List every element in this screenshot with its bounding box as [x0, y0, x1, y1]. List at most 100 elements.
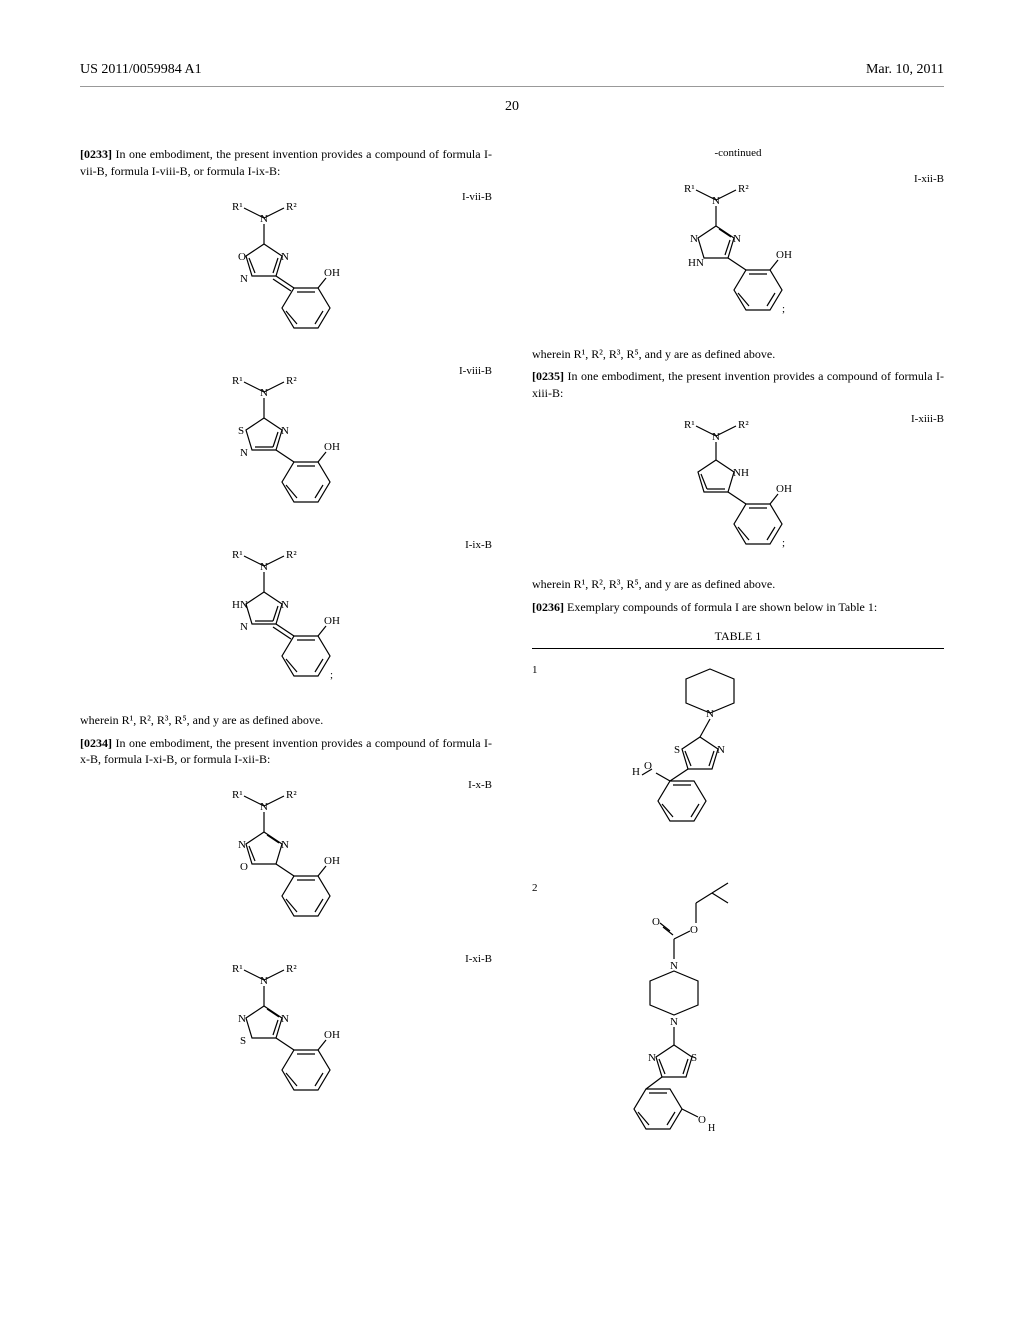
formula-viii-b: I-viii-B R¹ R² N S N N: [80, 364, 492, 524]
svg-text:R²: R²: [286, 375, 297, 387]
svg-text:OH: OH: [324, 615, 340, 627]
svg-text:OH: OH: [776, 249, 792, 261]
para-text: In one embodiment, the present invention…: [80, 736, 492, 767]
svg-text:OH: OH: [324, 267, 340, 279]
svg-text:N: N: [712, 195, 720, 207]
svg-text:N: N: [281, 425, 289, 437]
paragraph-0233: [0233] In one embodiment, the present in…: [80, 146, 492, 180]
formula-vii-b: I-vii-B R¹ R² N O N N: [80, 190, 492, 350]
svg-text:N: N: [281, 1013, 289, 1025]
svg-text:N: N: [240, 447, 248, 459]
svg-text:N: N: [240, 621, 248, 633]
para-text: In one embodiment, the present invention…: [80, 147, 492, 178]
para-number: [0236]: [532, 600, 564, 614]
wherein-clause-3: wherein R¹, R², R³, R⁵, and y are as def…: [532, 576, 944, 593]
svg-text:N: N: [260, 561, 268, 573]
patent-id: US 2011/0059984 A1: [80, 60, 202, 80]
svg-text:R¹: R¹: [232, 549, 243, 561]
svg-text:N: N: [690, 233, 698, 245]
continued-label: -continued: [532, 146, 944, 161]
left-column: [0233] In one embodiment, the present in…: [80, 146, 492, 1212]
svg-text:R¹: R¹: [232, 963, 243, 975]
structure-svg: R¹ R² N N N HN OH ;: [648, 172, 828, 332]
wherein-clause-2: wherein R¹, R², R³, R⁵, and y are as def…: [532, 346, 944, 363]
svg-text:O: O: [238, 251, 246, 263]
structure-svg: R¹ R² N HN N N OH: [196, 538, 376, 698]
svg-text:N: N: [281, 839, 289, 851]
structure-svg: O O N N: [560, 875, 780, 1195]
para-number: [0233]: [80, 147, 112, 161]
structure-svg: R¹ R² N NH OH ;: [648, 412, 828, 562]
formula-label: I-xii-B: [914, 172, 944, 187]
svg-text:O: O: [698, 1114, 706, 1126]
table-row: 2 O O N: [532, 875, 944, 1200]
svg-text:OH: OH: [324, 1029, 340, 1041]
svg-text:R¹: R¹: [232, 789, 243, 801]
table-row: 1 N S N: [532, 657, 944, 862]
structure-svg: R¹ R² N S N N OH: [196, 364, 376, 524]
svg-text:R²: R²: [738, 419, 749, 431]
svg-text:N: N: [670, 1016, 678, 1028]
table-row-index: 2: [532, 875, 560, 896]
table-row-structure: O O N N: [560, 875, 944, 1200]
svg-text:OH: OH: [324, 441, 340, 453]
right-column: -continued I-xii-B R¹ R² N N N HN: [532, 146, 944, 1212]
svg-text:HN: HN: [232, 599, 248, 611]
formula-ix-b: I-ix-B R¹ R² N HN N N: [80, 538, 492, 698]
svg-text:R¹: R¹: [232, 201, 243, 213]
structure-svg: R¹ R² N N N S OH: [196, 952, 376, 1112]
para-text: In one embodiment, the present invention…: [532, 369, 944, 400]
svg-text:OH: OH: [776, 483, 792, 495]
svg-text:N: N: [238, 839, 246, 851]
svg-text:;: ;: [782, 537, 785, 549]
table-title: TABLE 1: [532, 628, 944, 645]
svg-text:S: S: [691, 1052, 697, 1064]
svg-text:R²: R²: [286, 201, 297, 213]
svg-text:N: N: [240, 273, 248, 285]
paragraph-0236: [0236] Exemplary compounds of formula I …: [532, 599, 944, 616]
para-number: [0234]: [80, 736, 112, 750]
svg-text:H: H: [632, 766, 640, 778]
svg-text:R²: R²: [286, 789, 297, 801]
formula-x-b: I-x-B R¹ R² N N N O: [80, 778, 492, 938]
svg-text:N: N: [260, 387, 268, 399]
formula-label: I-xi-B: [465, 952, 492, 967]
table-row-index: 1: [532, 657, 560, 678]
svg-text:N: N: [281, 599, 289, 611]
svg-text:N: N: [717, 744, 725, 756]
svg-text:N: N: [260, 213, 268, 225]
svg-text:OH: OH: [324, 855, 340, 867]
svg-text:N: N: [733, 233, 741, 245]
svg-text:;: ;: [782, 303, 785, 315]
svg-text:N: N: [281, 251, 289, 263]
formula-label: I-x-B: [468, 778, 492, 793]
svg-text:N: N: [260, 801, 268, 813]
formula-xii-b: I-xii-B R¹ R² N N N HN: [532, 172, 944, 332]
wherein-clause-1: wherein R¹, R², R³, R⁵, and y are as def…: [80, 712, 492, 729]
svg-text:N: N: [238, 1013, 246, 1025]
svg-text:N: N: [260, 975, 268, 987]
page-number: 20: [80, 97, 944, 117]
table-rule: [532, 648, 944, 649]
page-header: US 2011/0059984 A1 Mar. 10, 2011: [80, 60, 944, 87]
svg-text:R²: R²: [286, 549, 297, 561]
svg-text:N: N: [712, 431, 720, 443]
structure-svg: R¹ R² N O N N: [196, 190, 376, 350]
svg-text:H: H: [708, 1123, 715, 1134]
svg-text:S: S: [240, 1035, 246, 1047]
svg-text:NH: NH: [733, 467, 749, 479]
formula-xiii-b: I-xiii-B R¹ R² N NH: [532, 412, 944, 562]
svg-text:R²: R²: [738, 183, 749, 195]
svg-text:R¹: R¹: [684, 183, 695, 195]
two-column-layout: [0233] In one embodiment, the present in…: [80, 146, 944, 1212]
formula-label: I-xiii-B: [911, 412, 944, 427]
formula-label: I-vii-B: [462, 190, 492, 205]
formula-xi-b: I-xi-B R¹ R² N N N S: [80, 952, 492, 1112]
svg-text:;: ;: [330, 669, 333, 681]
svg-text:S: S: [238, 425, 244, 437]
formula-label: I-ix-B: [465, 538, 492, 553]
svg-text:O: O: [240, 861, 248, 873]
structure-svg: R¹ R² N N N O OH: [196, 778, 376, 938]
svg-text:O: O: [652, 916, 660, 928]
svg-text:HN: HN: [688, 257, 704, 269]
